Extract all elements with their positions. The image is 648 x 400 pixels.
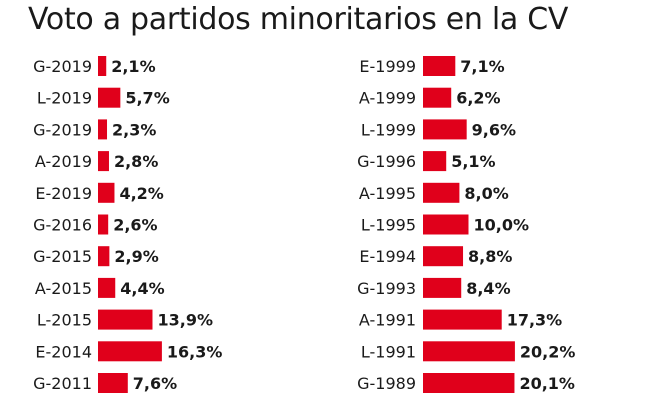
category-label: A-2015	[35, 279, 92, 298]
category-label: G-2016	[33, 216, 92, 235]
category-label: G-2019	[33, 57, 92, 76]
category-label: G-2015	[33, 247, 92, 266]
bar	[423, 277, 462, 298]
value-label: 2,6%	[113, 216, 157, 235]
bar	[98, 373, 128, 393]
value-label: 17,3%	[507, 311, 563, 330]
category-label: L-2019	[37, 89, 92, 108]
category-label: A-1999	[359, 89, 416, 108]
bar	[98, 87, 121, 108]
value-label: 20,1%	[519, 374, 575, 393]
value-label: 2,8%	[114, 152, 158, 171]
category-label: E-1994	[359, 247, 416, 266]
category-label: G-1996	[357, 152, 416, 171]
value-label: 2,1%	[111, 57, 155, 76]
bar	[423, 214, 469, 235]
value-label: 2,3%	[112, 120, 156, 139]
value-label: 13,9%	[157, 311, 213, 330]
value-label: 6,2%	[456, 89, 500, 108]
value-label: 9,6%	[472, 120, 516, 139]
bar	[423, 119, 467, 140]
bar	[423, 87, 452, 108]
value-label: 7,6%	[133, 374, 177, 393]
value-label: 4,4%	[120, 279, 164, 298]
bar	[98, 277, 116, 298]
category-label: G-2019	[33, 120, 92, 139]
bar	[98, 119, 108, 140]
bar	[423, 56, 456, 76]
value-label: 5,1%	[451, 152, 495, 171]
category-label: G-2011	[33, 374, 92, 393]
category-label: L-1995	[361, 216, 416, 235]
value-label: 10,0%	[474, 216, 530, 235]
value-label: 8,8%	[468, 247, 512, 266]
category-label: A-1995	[359, 184, 416, 203]
bar	[98, 341, 162, 362]
bar	[423, 373, 515, 393]
value-label: 5,7%	[125, 89, 169, 108]
category-label: L-1991	[361, 342, 416, 361]
value-label: 8,0%	[464, 184, 508, 203]
chart-panel-1: G-2019 2,1% L-2019 5,7% G-2019 2,3% A-2019 2,8%…	[33, 56, 222, 393]
bar	[423, 182, 460, 203]
category-label: A-1991	[359, 311, 416, 330]
bar	[423, 246, 464, 267]
bar	[98, 56, 107, 76]
value-label: 16,3%	[167, 342, 223, 361]
value-label: 2,9%	[114, 247, 158, 266]
bar	[98, 151, 109, 172]
value-label: 8,4%	[466, 279, 510, 298]
bar	[423, 309, 502, 330]
bar	[98, 182, 115, 203]
category-label: E-2019	[35, 184, 92, 203]
bar	[98, 309, 153, 330]
bar	[423, 151, 447, 172]
bar	[98, 214, 109, 235]
bar	[98, 246, 110, 267]
value-label: 4,2%	[119, 184, 163, 203]
value-label: 20,2%	[520, 342, 576, 361]
chart-panel-2: E-1999 7,1% A-1999 6,2% L-1999 9,6% G-1996 5,1%…	[357, 56, 575, 393]
bar	[423, 341, 515, 362]
category-label: A-2019	[35, 152, 92, 171]
value-label: 7,1%	[460, 57, 504, 76]
category-label: G-1989	[357, 374, 416, 393]
category-label: L-2015	[37, 311, 92, 330]
category-label: E-2014	[35, 342, 92, 361]
category-label: E-1999	[359, 57, 416, 76]
category-label: G-1993	[357, 279, 416, 298]
category-label: L-1999	[361, 120, 416, 139]
chart-title: Voto a partidos minoritarios en la CV	[28, 2, 569, 37]
